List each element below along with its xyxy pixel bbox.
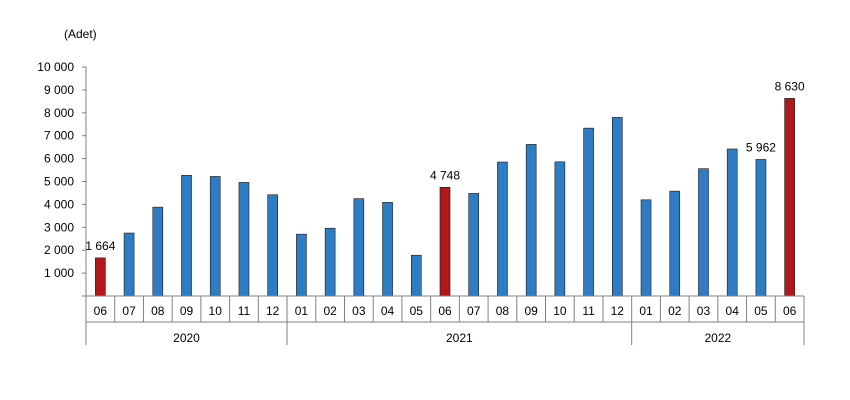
x-tick-label: 07 [467,304,481,318]
year-label: 2021 [446,331,473,345]
y-tick-label: 4 000 [44,197,74,211]
bar [324,227,336,297]
bar [468,193,480,297]
unit-label: (Adet) [64,27,97,41]
bar [209,176,221,297]
bar [410,254,422,297]
bar [353,198,365,297]
bar [669,190,681,297]
x-tick-label: 09 [180,304,194,318]
y-tick-label: 6 000 [44,152,74,166]
bar [612,117,623,297]
bar [181,175,192,297]
x-tick-label: 03 [352,304,366,318]
bars [95,98,795,297]
x-tick-label: 07 [122,304,136,318]
bar [583,127,594,297]
bar [698,168,709,297]
x-tick-label: 08 [496,304,510,318]
y-tick-label: 7 000 [44,129,74,143]
year-label: 2022 [704,331,731,345]
bar [755,159,767,297]
x-tick-label: 05 [754,304,768,318]
bar [497,161,508,297]
bar [554,161,566,297]
bar [296,233,307,297]
x-tick-label: 06 [94,304,108,318]
bar [525,144,537,297]
x-tick-label: 06 [438,304,452,318]
data-label: 4 748 [430,168,460,182]
bar [95,257,106,297]
y-tick-label: 1 000 [44,266,74,280]
x-tick-label: 02 [668,304,682,318]
data-labels: 1 664 4 748 5 962 8 630 [85,79,805,253]
bar [784,98,795,297]
x-tick-label: 08 [151,304,165,318]
x-tick-label: 11 [582,304,595,318]
x-axis: 06 07 08 09 10 11 12 01 02 03 04 05 06 07 08 09 10 11 12 01… [85,295,805,345]
y-tick-label: 5 000 [44,175,74,189]
x-tick-label: 10 [209,304,223,318]
bar [640,199,652,297]
year-label: 2020 [173,331,200,345]
x-tick-label: 03 [697,304,711,318]
bar [726,148,738,297]
x-tick-label: 12 [611,304,625,318]
y-tick-label: 2 000 [44,243,74,257]
y-axis: 1 000 2 000 3 000 4 000 5 000 6 000 7 000 8 000… [37,60,87,297]
bar [439,186,451,297]
bar [382,202,393,297]
x-tick-label: 11 [238,304,251,318]
bar [238,182,250,297]
data-label: 1 664 [85,239,115,253]
x-tick-label: 05 [410,304,424,318]
x-tick-label: 09 [524,304,538,318]
y-tick-label: 10 000 [37,60,74,74]
bar [267,194,278,297]
x-tick-label: 04 [726,304,740,318]
x-tick-label: 10 [553,304,567,318]
data-label: 5 962 [746,140,776,154]
y-tick-label: 9 000 [44,83,74,97]
data-label: 8 630 [775,79,805,93]
x-tick-label: 01 [295,304,309,318]
x-tick-label: 01 [639,304,653,318]
x-tick-label: 06 [783,304,797,318]
bar [152,206,164,297]
x-tick-label: 02 [323,304,337,318]
bar [123,232,135,297]
x-tick-label: 04 [381,304,395,318]
y-tick-label: 8 000 [44,106,74,120]
y-tick-label: 3 000 [44,220,74,234]
x-tick-label: 12 [266,304,280,318]
